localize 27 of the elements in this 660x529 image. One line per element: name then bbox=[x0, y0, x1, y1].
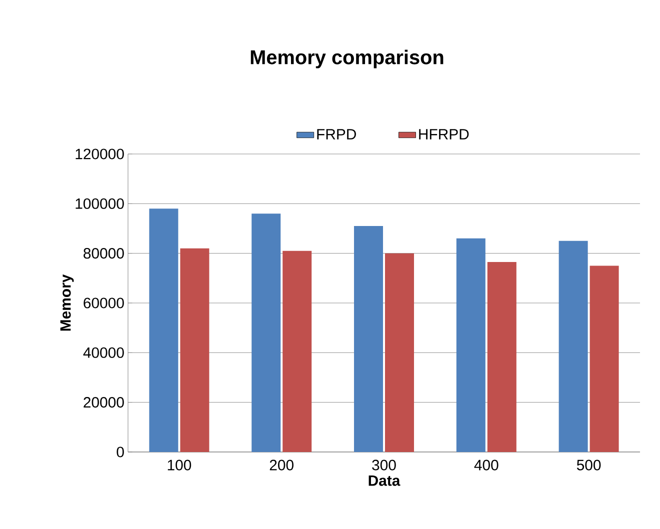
bar bbox=[180, 248, 210, 452]
y-tick-label: 0 bbox=[116, 446, 124, 458]
legend-label: HFRPD bbox=[419, 129, 469, 140]
bar bbox=[149, 208, 178, 452]
bar bbox=[282, 250, 312, 452]
y-axis-title: Memory bbox=[60, 274, 74, 331]
x-tick-label: 200 bbox=[270, 460, 294, 470]
bar bbox=[252, 214, 281, 452]
y-tick-label: 60000 bbox=[84, 298, 124, 308]
bar bbox=[487, 262, 516, 452]
x-tick-label: 100 bbox=[168, 460, 192, 470]
bar bbox=[385, 253, 414, 452]
y-tick-label: 40000 bbox=[83, 347, 124, 358]
x-axis-title: Data bbox=[368, 475, 400, 486]
legend-label: FRPD bbox=[317, 129, 356, 140]
bar bbox=[590, 266, 619, 452]
y-tick-label: 20000 bbox=[84, 397, 124, 408]
chart-title: Memory comparison bbox=[250, 50, 444, 68]
x-tick-label: 300 bbox=[372, 460, 396, 470]
y-tick-label: 120000 bbox=[76, 148, 124, 160]
bar bbox=[558, 240, 588, 452]
x-tick-label: 500 bbox=[576, 460, 601, 470]
bar bbox=[354, 226, 384, 452]
y-tick-label: 80000 bbox=[84, 248, 124, 259]
y-tick-label: 100000 bbox=[76, 198, 124, 209]
bar bbox=[456, 238, 486, 452]
x-tick-label: 400 bbox=[474, 460, 498, 470]
